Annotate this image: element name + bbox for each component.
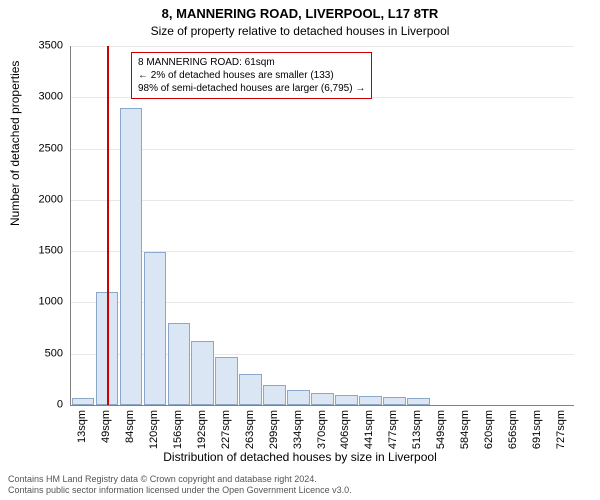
bar: [191, 341, 214, 405]
bar: [383, 397, 406, 405]
y-tick-label: 1500: [23, 246, 63, 257]
y-tick-label: 3000: [23, 92, 63, 103]
x-tick-label: 156sqm: [172, 410, 184, 449]
bar: [311, 393, 334, 405]
x-tick-label: 549sqm: [435, 410, 447, 449]
x-tick-label: 691sqm: [531, 410, 543, 449]
footer-attribution: Contains HM Land Registry data © Crown c…: [8, 474, 592, 496]
x-tick-label: 84sqm: [124, 410, 136, 443]
y-tick-label: 1000: [23, 297, 63, 308]
bar: [215, 357, 238, 405]
y-tick-label: 500: [23, 348, 63, 359]
grid-line: [71, 149, 574, 150]
grid-line: [71, 200, 574, 201]
y-tick-label: 0: [23, 400, 63, 411]
y-tick-label: 2500: [23, 143, 63, 154]
bar: [335, 395, 358, 405]
property-marker-line: [107, 46, 109, 405]
y-tick-label: 3500: [23, 41, 63, 52]
y-axis-label: Number of detached properties: [8, 61, 22, 226]
x-tick-label: 584sqm: [459, 410, 471, 449]
x-tick-label: 120sqm: [148, 410, 160, 449]
footer-line-2: Contains public sector information licen…: [8, 485, 352, 495]
x-tick-label: 49sqm: [100, 410, 112, 443]
x-tick-label: 227sqm: [220, 410, 232, 449]
footer-line-1: Contains HM Land Registry data © Crown c…: [8, 474, 317, 484]
chart-title-main: 8, MANNERING ROAD, LIVERPOOL, L17 8TR: [0, 6, 600, 21]
bar: [72, 398, 95, 405]
x-tick-label: 620sqm: [483, 410, 495, 449]
bar: [168, 323, 191, 405]
x-tick-label: 513sqm: [411, 410, 423, 449]
bar: [120, 108, 143, 405]
grid-line: [71, 46, 574, 47]
bar: [287, 390, 310, 405]
plot-area: 8 MANNERING ROAD: 61sqm← 2% of detached …: [70, 46, 574, 406]
chart-title-sub: Size of property relative to detached ho…: [0, 24, 600, 38]
x-tick-label: 263sqm: [244, 410, 256, 449]
x-tick-label: 656sqm: [507, 410, 519, 449]
bar: [407, 398, 430, 405]
y-tick-label: 2000: [23, 194, 63, 205]
x-tick-label: 13sqm: [76, 410, 88, 443]
bar: [263, 385, 286, 406]
x-tick-label: 406sqm: [339, 410, 351, 449]
x-tick-label: 477sqm: [387, 410, 399, 449]
annotation-box: 8 MANNERING ROAD: 61sqm← 2% of detached …: [131, 52, 372, 99]
x-tick-label: 299sqm: [268, 410, 280, 449]
x-axis-label: Distribution of detached houses by size …: [0, 450, 600, 464]
annotation-line: 8 MANNERING ROAD: 61sqm: [138, 56, 365, 69]
annotation-line: 98% of semi-detached houses are larger (…: [138, 82, 365, 95]
annotation-line: ← 2% of detached houses are smaller (133…: [138, 69, 365, 82]
x-tick-label: 727sqm: [555, 410, 567, 449]
x-tick-label: 370sqm: [316, 410, 328, 449]
x-tick-label: 192sqm: [196, 410, 208, 449]
bar: [359, 396, 382, 405]
x-tick-label: 441sqm: [363, 410, 375, 449]
bar: [144, 252, 167, 405]
bar: [239, 374, 262, 405]
x-tick-label: 334sqm: [292, 410, 304, 449]
